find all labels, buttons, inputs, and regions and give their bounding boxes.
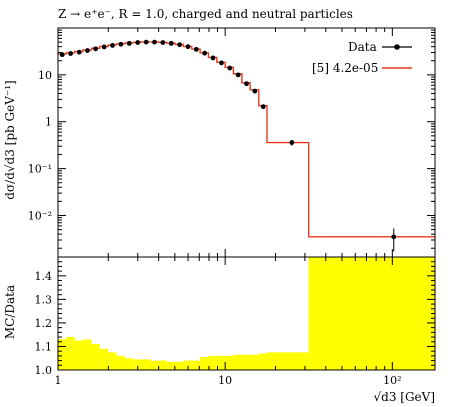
ratio-band-bin <box>258 353 268 370</box>
chart-title: Z → e⁺e⁻, R = 1.0, charged and neutral p… <box>58 7 353 21</box>
data-point <box>219 60 224 66</box>
y-tick-label: 10⁻¹ <box>28 163 52 176</box>
data-point <box>391 234 397 240</box>
data-point <box>85 48 90 53</box>
ratio-band-bin <box>124 358 134 370</box>
ratio-band-bin <box>66 337 75 370</box>
y-axis-label-main: dσ/d√d3 [pb GeV⁻¹] <box>3 80 17 199</box>
x-tick-label: 10 <box>218 374 232 387</box>
main-plot-frame <box>57 27 436 258</box>
y-axis-label-ratio: MC/Data <box>3 285 17 339</box>
ratio-band-bin <box>267 352 309 370</box>
data-point <box>168 40 174 46</box>
data-point <box>59 52 65 58</box>
ratio-band-bin <box>216 355 226 370</box>
ratio-band-bin <box>91 344 100 370</box>
ratio-band-bin <box>158 360 167 370</box>
ratio-band-bin <box>191 360 201 370</box>
x-tick-label: 1 <box>55 374 62 387</box>
data-point <box>118 41 124 47</box>
ratio-band-bin <box>141 359 150 370</box>
y-tick-label: 10 <box>38 69 52 82</box>
ratio-y-tick-label: 1.2 <box>35 317 53 330</box>
ratio-band-bin <box>82 339 92 370</box>
ratio-band-bin <box>233 354 242 370</box>
ratio-plot-panel: 1 10 10² 1.0 1.1 1.2 1.3 1.4 <box>35 256 436 387</box>
data-point <box>126 40 132 46</box>
ratio-band-bin <box>99 348 109 370</box>
mc-prediction-line <box>58 41 435 238</box>
ratio-band-bin <box>74 340 83 370</box>
legend: Data [5] 4.2e-05 <box>312 40 412 75</box>
ratio-band-bin <box>183 360 192 370</box>
y-tick-label: 1 <box>45 116 52 129</box>
data-point <box>160 40 166 45</box>
data-point <box>143 39 149 45</box>
ratio-band-bin <box>116 355 125 370</box>
x-tick-label: 10² <box>383 374 401 387</box>
data-point <box>110 43 115 48</box>
ratio-y-tick-label: 1.1 <box>35 340 53 353</box>
ratio-band-bin <box>225 355 234 370</box>
data-point <box>227 65 233 71</box>
ratio-band-bin <box>308 257 435 370</box>
ratio-band-bin <box>133 359 142 370</box>
ratio-band-bin <box>200 357 209 370</box>
ratio-band-bin <box>149 360 159 370</box>
ratio-y-tick-label: 1.4 <box>35 270 53 283</box>
data-point <box>260 104 266 110</box>
main-plot-panel: 10⁻² 10⁻¹ 1 10 <box>28 27 436 258</box>
legend-label-mc: [5] 4.2e-05 <box>312 61 378 75</box>
data-point <box>68 51 74 56</box>
legend-label-data: Data <box>348 40 377 54</box>
legend-marker-data-point <box>394 44 400 50</box>
ratio-band-bin <box>241 354 251 370</box>
data-point <box>252 88 258 94</box>
ratio-band-bin <box>166 361 175 370</box>
data-point <box>185 44 191 50</box>
data-point <box>76 49 82 55</box>
data-point <box>101 44 107 50</box>
data-point <box>289 140 295 145</box>
data-point <box>235 72 241 78</box>
ratio-band-bin <box>58 339 67 370</box>
ratio-band-bin <box>108 352 117 370</box>
ratio-y-tick-label: 1.3 <box>35 293 53 306</box>
data-point <box>210 55 216 61</box>
data-point <box>244 81 249 87</box>
ratio-y-tick-label: 1.0 <box>35 364 53 377</box>
y-tick-label: 10⁻² <box>28 209 52 222</box>
data-point <box>193 46 199 52</box>
ratio-band-bin <box>208 355 217 370</box>
data-point <box>152 39 157 45</box>
ratio-band-bin <box>174 361 184 370</box>
ratio-band-bin <box>250 354 259 370</box>
data-point <box>202 50 208 56</box>
data-point <box>135 40 141 45</box>
data-point <box>177 42 183 48</box>
x-axis-label: √d3 [GeV] <box>374 390 436 404</box>
data-point <box>93 46 99 52</box>
